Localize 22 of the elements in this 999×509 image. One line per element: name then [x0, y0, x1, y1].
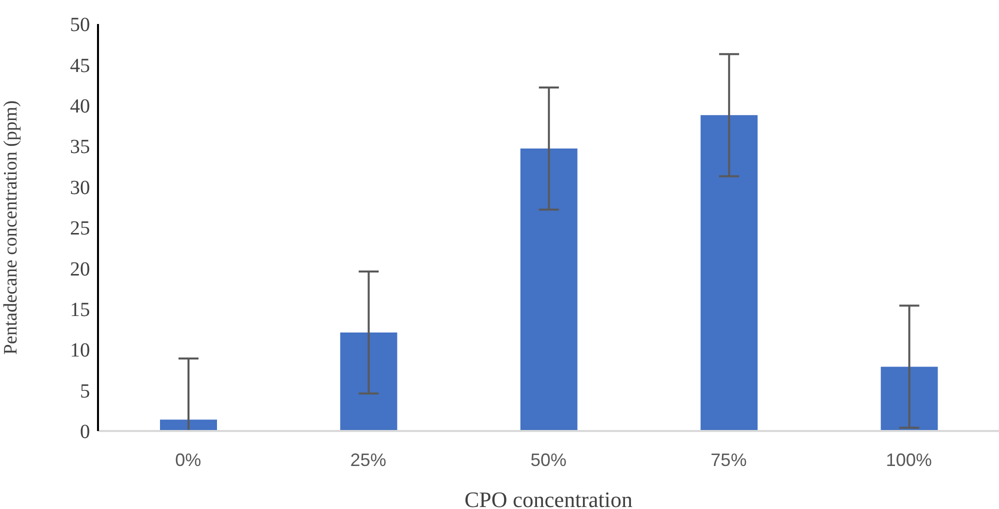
y-tick-label: 40	[70, 96, 90, 118]
bar	[700, 115, 758, 431]
y-tick-label: 15	[70, 299, 90, 321]
y-tick-label: 0	[80, 421, 90, 444]
x-tick-label: 0%	[175, 450, 202, 470]
x-tick-label: 75%	[710, 450, 747, 470]
y-tick-label: 5	[80, 380, 90, 402]
y-axis-title: Pentadecane concentration (ppm)	[0, 100, 22, 355]
bar	[340, 332, 398, 431]
y-tick-label: 45	[70, 54, 90, 77]
y-tick-label: 35	[70, 136, 90, 158]
x-tick-label: 25%	[350, 450, 386, 470]
y-tick-label: 25	[70, 218, 90, 240]
x-axis-title: CPO concentration	[464, 487, 633, 509]
y-tick-label: 50	[70, 14, 90, 36]
y-tick-label: 20	[70, 258, 90, 280]
y-tick-label: 10	[70, 340, 90, 362]
bar	[520, 148, 578, 431]
bar	[880, 366, 938, 431]
y-tick-label: 30	[70, 176, 90, 199]
x-tick-label: 100%	[886, 450, 932, 470]
x-tick-label: 50%	[530, 450, 567, 470]
